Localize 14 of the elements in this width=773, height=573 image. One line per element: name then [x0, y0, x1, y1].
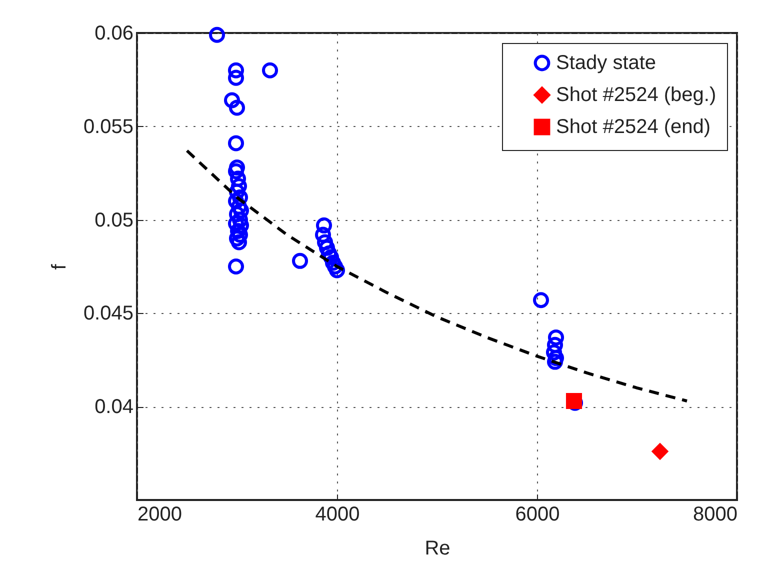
legend-label: Stady state	[556, 52, 656, 74]
x-tick-label: 8000	[693, 504, 738, 526]
y-tick-label: 0.04	[94, 396, 134, 418]
x-tick-label: 6000	[515, 504, 560, 526]
legend-label: Shot #2524 (end)	[556, 116, 711, 138]
x-tick-label: 4000	[315, 504, 360, 526]
y-tick-label: 0.045	[83, 302, 134, 325]
x-tick-label: 2000	[138, 504, 182, 526]
y-tick-label: 0.06	[94, 22, 134, 44]
y-tick-label: 0.05	[94, 209, 134, 232]
legend-label: Shot #2524 (beg.)	[556, 84, 716, 106]
x-axis-title: Re	[424, 538, 450, 560]
y-tick-label: 0.055	[83, 116, 134, 138]
y-axis-title: f	[48, 264, 70, 270]
